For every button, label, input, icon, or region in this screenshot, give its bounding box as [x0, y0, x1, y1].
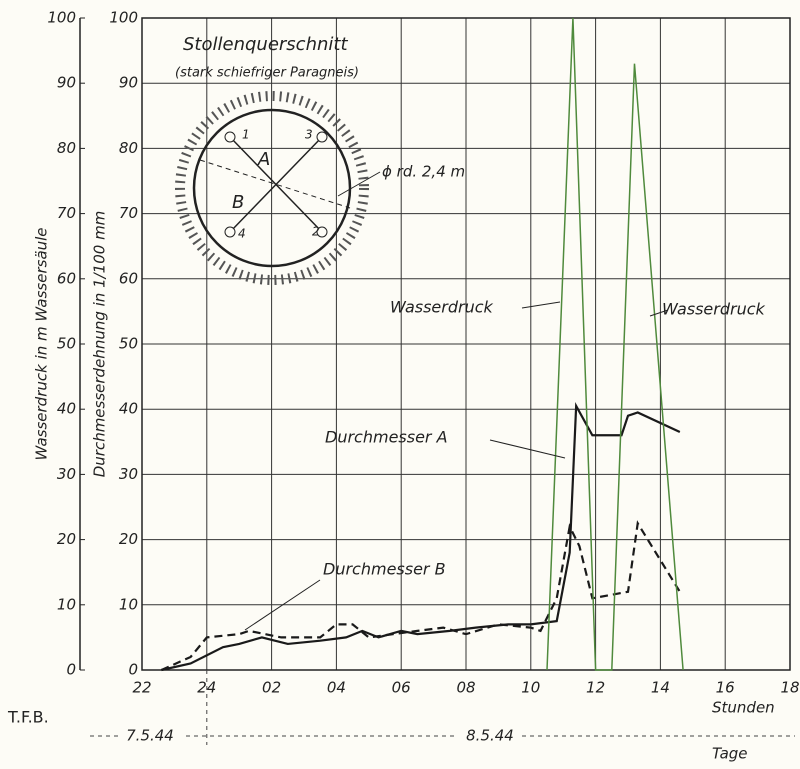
point-label: 4	[238, 227, 246, 241]
x-tick-label: 14	[651, 679, 670, 697]
point-label: 1	[242, 128, 250, 142]
y-axis-label: Wasserdruck in m Wassersäule	[33, 227, 51, 460]
point-label: 3	[305, 128, 313, 142]
y2-tick-label: 80	[57, 139, 76, 157]
annotation: Wasserdruck	[390, 298, 494, 317]
date-unit: Tage	[712, 745, 748, 763]
diameter-pointer	[337, 171, 381, 197]
annotation-arrow	[649, 309, 669, 317]
y2-tick-label: 30	[57, 465, 76, 483]
y2-axis-label: Durchmesserdehnung in 1/100 mm	[91, 211, 109, 478]
x-tick-label: 02	[262, 679, 281, 697]
y-tick-label: 90	[119, 74, 138, 92]
inset-subtitle: (stark schiefriger Paragneis)	[175, 66, 359, 81]
rock-hatching	[175, 91, 369, 285]
inset-diagram	[175, 91, 381, 285]
annotation-arrow	[521, 301, 561, 309]
y-tick-label: 30	[119, 465, 138, 483]
measure-point	[316, 131, 328, 143]
y2-tick-label: 40	[57, 400, 76, 418]
diameter-label: ϕ rd. 2,4 m	[382, 163, 465, 181]
y2-tick-label: 60	[57, 269, 76, 287]
y-tick-label: 60	[119, 269, 138, 287]
date-label-bg	[458, 726, 522, 746]
x-tick-label: 08	[456, 679, 475, 697]
date-label: 8.5.44	[466, 727, 514, 745]
y-tick-label: 20	[119, 530, 138, 548]
x-tick-label: 18	[780, 679, 799, 697]
source-label: T.F.B.	[7, 708, 49, 727]
tunnel-section	[192, 108, 352, 268]
line-label: B	[232, 192, 244, 213]
x-tick-label: 22	[132, 679, 151, 697]
y-tick-label: 50	[119, 335, 138, 353]
x-tick-label: 04	[327, 679, 346, 697]
annotation: Wasserdruck	[662, 300, 766, 319]
inset-title: Stollenquerschnitt	[183, 34, 348, 55]
y2-tick-label: 100	[47, 9, 76, 27]
y-tick-label: 80	[119, 139, 138, 157]
y-tick-label: 100	[109, 9, 138, 27]
line-label: A	[257, 149, 270, 170]
axis-line	[229, 136, 323, 233]
y-tick-label: 40	[119, 400, 138, 418]
y-tick-label: 0	[128, 661, 138, 679]
x-tick-label: 12	[586, 679, 605, 697]
x-tick-label: 06	[392, 679, 411, 697]
y2-tick-label: 90	[57, 74, 76, 92]
y2-tick-label: 20	[57, 530, 76, 548]
annotation-arrow	[244, 579, 321, 631]
y2-tick-label: 50	[57, 335, 76, 353]
y2-tick-label: 10	[57, 595, 76, 613]
x-tick-label: 10	[521, 679, 540, 697]
measure-point	[316, 226, 328, 238]
measure-point	[224, 226, 236, 238]
date-label: 7.5.44	[126, 727, 174, 745]
annotation-arrow	[489, 439, 566, 459]
measure-point	[224, 131, 236, 143]
point-label: 2	[312, 225, 320, 239]
annotation: Durchmesser B	[323, 560, 446, 579]
series-line	[546, 17, 684, 671]
y2-tick-label: 70	[57, 204, 76, 222]
plot-frame	[141, 17, 791, 671]
x-tick-label: 16	[716, 679, 735, 697]
x-axis-label: Stunden	[712, 699, 775, 717]
series-line	[160, 520, 681, 672]
y2-tick-label: 0	[66, 661, 76, 679]
series-line	[161, 401, 681, 672]
annotation: Durchmesser A	[325, 428, 448, 447]
y-tick-label: 70	[119, 204, 138, 222]
y-tick-label: 10	[119, 595, 138, 613]
date-label-bg	[118, 726, 182, 746]
